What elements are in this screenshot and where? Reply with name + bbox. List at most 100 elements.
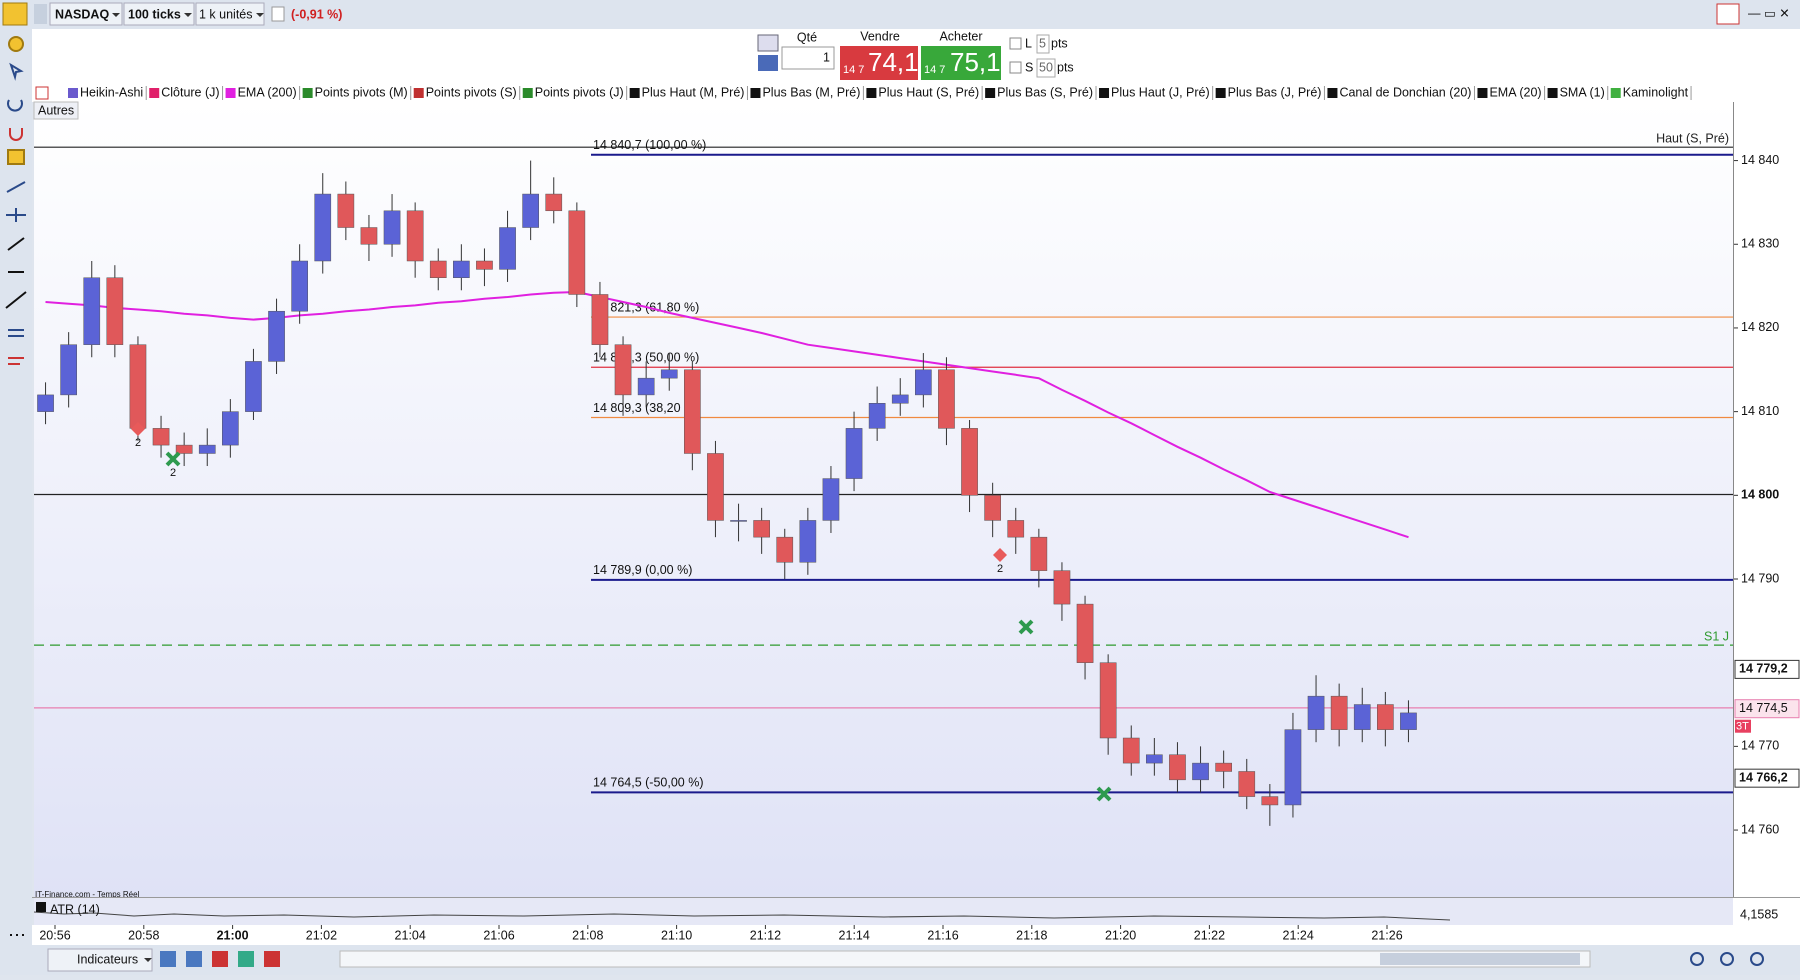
fib-tool[interactable]	[8, 329, 24, 337]
candle-body	[637, 377, 655, 396]
indicator-tab[interactable]: SMA (1)	[1560, 85, 1605, 99]
candle-body	[360, 227, 378, 245]
candle-body	[938, 369, 955, 429]
indicator-tab[interactable]: EMA (20)	[1489, 85, 1541, 99]
trendline-tool[interactable]	[7, 237, 25, 251]
candle-body	[614, 344, 632, 396]
candle-body	[522, 193, 539, 228]
price-tag-label: 14 774,5	[1739, 701, 1788, 715]
candle-body	[291, 260, 308, 312]
s-label: S	[1025, 60, 1033, 74]
indicator-tab[interactable]: Canal de Donchian (20)	[1339, 85, 1471, 99]
y-tick-label: 14 840	[1741, 153, 1779, 167]
alert-tool[interactable]	[8, 36, 24, 52]
period-select[interactable]	[123, 2, 195, 26]
buy-button[interactable]	[921, 46, 1001, 80]
zoom-in[interactable]	[1750, 952, 1764, 966]
atr-swatch	[36, 902, 46, 912]
time-axis	[32, 925, 1800, 945]
sell-button[interactable]	[840, 46, 918, 80]
crosshair-tool[interactable]	[6, 208, 26, 222]
scan-button[interactable]	[238, 951, 254, 967]
s-input[interactable]	[1036, 58, 1056, 78]
s-checkbox[interactable]	[1009, 61, 1022, 74]
buy-prefix: 14 7	[924, 64, 945, 76]
y-tick-label: 14 820	[1741, 320, 1779, 334]
dropdown-arrow	[184, 13, 192, 17]
indicator-tab[interactable]: Plus Haut (S, Pré)	[878, 85, 979, 99]
indicator-tab[interactable]: Points pivots (M)	[315, 85, 408, 99]
indicator-swatch	[149, 88, 160, 98]
indicator-tab[interactable]: Plus Bas (M, Pré)	[762, 85, 860, 99]
indicator-tab[interactable]: Points pivots (J)	[535, 85, 624, 99]
fib-ext-tool[interactable]	[8, 357, 24, 365]
x-tick-label: 21:26	[1371, 928, 1402, 942]
indicator-tab[interactable]: EMA (200)	[238, 85, 297, 99]
info-icon[interactable]	[271, 6, 285, 22]
others-tab[interactable]	[33, 101, 79, 120]
indicator-tab[interactable]: Kaminolight	[1623, 85, 1689, 99]
keypad-icon[interactable]	[758, 55, 778, 71]
candle-body	[545, 193, 563, 212]
scrollbar-thumb[interactable]	[1380, 953, 1580, 965]
rotate-tool[interactable]	[7, 99, 23, 112]
indicator-swatch	[1099, 88, 1110, 98]
candle-body	[1353, 704, 1371, 730]
qty-input[interactable]	[781, 46, 835, 70]
lock-tool[interactable]	[7, 149, 25, 165]
period: 100 ticks	[128, 7, 181, 21]
candle-body	[1146, 754, 1163, 764]
indicator-swatch	[866, 88, 877, 98]
settings-icon[interactable]	[757, 34, 779, 52]
candle-body	[222, 411, 239, 446]
indicator-tab[interactable]: Plus Haut (M, Pré)	[642, 85, 745, 99]
indicator-swatch	[985, 88, 996, 98]
y-tick-label: 14 760	[1741, 822, 1779, 836]
refresh-button[interactable]	[1716, 3, 1740, 25]
instrument-select[interactable]	[49, 2, 123, 26]
zoom-reset[interactable]	[1690, 952, 1704, 966]
share-button[interactable]	[160, 951, 176, 967]
candle-body	[591, 294, 609, 345]
price-tag-label: 14 779,2	[1739, 662, 1788, 676]
s-value: 50	[1039, 60, 1053, 74]
price-tag	[1734, 699, 1800, 719]
units-select[interactable]	[195, 2, 265, 26]
indicator-tab[interactable]: Plus Haut (J, Pré)	[1111, 85, 1210, 99]
zoom-out[interactable]	[1720, 952, 1734, 966]
indicator-tab[interactable]: Points pivots (S)	[426, 85, 517, 99]
indicator-swatch	[750, 88, 761, 98]
l-input[interactable]	[1036, 34, 1050, 54]
ruler-tool[interactable]	[6, 181, 26, 193]
calc-button[interactable]	[212, 951, 228, 967]
l-checkbox[interactable]	[1009, 37, 1022, 50]
indicator-swatch	[629, 88, 640, 98]
x-tick-label: 20:56	[39, 928, 70, 942]
l-unit: pts	[1051, 36, 1068, 50]
indicators-button[interactable]	[47, 948, 153, 972]
magnet-tool[interactable]	[9, 128, 23, 141]
candle-body	[1400, 712, 1417, 730]
l-value: 5	[1039, 36, 1046, 50]
tool-button[interactable]	[264, 951, 280, 967]
scrollbar[interactable]	[339, 950, 1591, 968]
dropdown-arrow	[256, 13, 264, 17]
ray-tool[interactable]	[5, 291, 27, 309]
pointer-tool[interactable]	[9, 62, 24, 81]
candle-body	[152, 428, 170, 446]
candle-body	[799, 520, 817, 563]
candle-body	[822, 478, 840, 521]
indicator-bar	[32, 84, 1800, 102]
x-tick-label: 21:04	[395, 928, 426, 942]
chat-button[interactable]	[186, 951, 202, 967]
candle-body	[730, 520, 747, 522]
indicator-tab[interactable]: Heikin-Ashi	[80, 85, 143, 99]
y-tick-label: 14 770	[1741, 739, 1779, 753]
indicator-tab[interactable]: Clôture (J)	[161, 85, 219, 99]
left-toolbar	[0, 29, 32, 975]
indicator-tab[interactable]: Plus Bas (J, Pré)	[1228, 85, 1322, 99]
window-controls[interactable]: — ▭ ✕	[1748, 6, 1790, 20]
indicator-tab[interactable]: Plus Bas (S, Pré)	[997, 85, 1093, 99]
add-indicator	[35, 86, 49, 100]
x-tick-label: 21:00	[217, 928, 249, 942]
